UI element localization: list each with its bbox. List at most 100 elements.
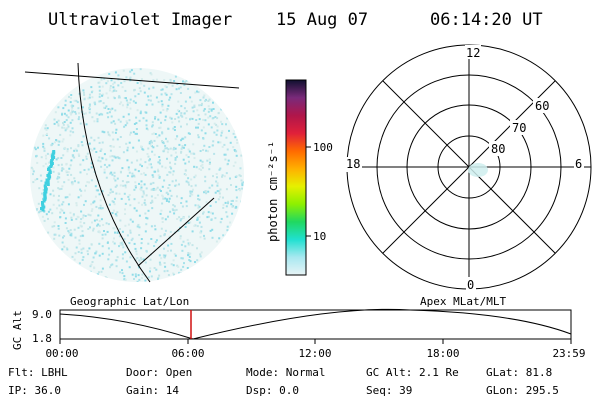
speckle-pixel — [232, 146, 235, 149]
speckle-pixel — [180, 139, 183, 142]
speckle-pixel — [209, 161, 211, 164]
speckle-pixel — [157, 174, 160, 177]
speckle-pixel — [191, 117, 194, 120]
speckle-pixel — [88, 181, 91, 184]
time-tick-label-2: 12:00 — [298, 347, 331, 360]
speckle-pixel — [98, 93, 101, 96]
speckle-pixel — [201, 163, 204, 166]
speckle-pixel — [88, 247, 91, 250]
speckle-pixel — [175, 184, 178, 187]
speckle-pixel — [165, 200, 168, 202]
speckle-pixel — [196, 247, 198, 250]
speckle-pixel — [165, 109, 168, 112]
speckle-pixel — [137, 93, 140, 95]
speckle-pixel — [96, 120, 99, 123]
speckle-pixel — [39, 210, 42, 213]
speckle-pixel — [203, 108, 206, 111]
speckle-pixel — [229, 177, 231, 180]
speckle-pixel — [126, 149, 129, 152]
speckle-pixel — [140, 183, 143, 186]
speckle-pixel — [114, 71, 117, 74]
speckle-pixel — [125, 76, 128, 79]
speckle-pixel — [100, 78, 103, 81]
speckle-pixel — [187, 156, 190, 158]
speckle-pixel — [129, 218, 132, 221]
speckle-pixel — [145, 119, 148, 122]
speckle-pixel — [166, 173, 169, 176]
speckle-pixel — [160, 190, 162, 192]
speckle-pixel — [199, 159, 202, 162]
speckle-pixel — [66, 196, 69, 199]
speckle-pixel — [171, 180, 174, 183]
speckle-pixel — [238, 174, 241, 177]
speckle-pixel — [112, 201, 115, 204]
speckle-pixel — [165, 191, 168, 194]
mlt-label-0: 0 — [467, 278, 474, 292]
speckle-pixel — [202, 109, 205, 112]
speckle-pixel — [225, 123, 227, 126]
speckle-pixel — [93, 200, 96, 203]
speckle-pixel — [84, 215, 87, 217]
aurora-speckle — [30, 68, 244, 282]
speckle-pixel — [90, 86, 93, 89]
speckle-pixel — [92, 201, 95, 204]
speckle-pixel — [129, 107, 132, 110]
speckle-pixel — [174, 151, 177, 154]
speckle-pixel — [127, 166, 130, 169]
speckle-pixel — [203, 191, 206, 194]
speckle-pixel — [226, 225, 229, 228]
speckle-pixel — [189, 192, 192, 195]
speckle-pixel — [149, 270, 151, 273]
speckle-pixel — [84, 189, 86, 192]
speckle-pixel — [164, 265, 167, 268]
speckle-pixel — [112, 240, 115, 243]
speckle-pixel — [108, 111, 111, 114]
speckle-pixel — [79, 221, 82, 224]
speckle-pixel — [179, 86, 182, 89]
speckle-pixel — [67, 125, 70, 128]
speckle-pixel — [81, 230, 84, 233]
speckle-pixel — [124, 213, 127, 215]
speckle-pixel — [194, 174, 197, 177]
speckle-pixel — [52, 166, 55, 169]
speckle-pixel — [129, 231, 132, 234]
speckle-pixel — [101, 267, 104, 270]
speckle-pixel — [149, 267, 152, 270]
speckle-pixel — [163, 256, 166, 259]
speckle-pixel — [232, 132, 235, 135]
speckle-pixel — [53, 122, 56, 125]
speckle-pixel — [118, 95, 121, 98]
speckle-pixel — [188, 183, 190, 186]
speckle-pixel — [71, 110, 74, 113]
speckle-pixel — [181, 146, 184, 149]
speckle-pixel — [93, 101, 96, 104]
speckle-pixel — [143, 199, 146, 202]
speckle-pixel — [90, 203, 93, 206]
speckle-pixel — [209, 204, 212, 207]
speckle-pixel — [87, 213, 90, 216]
speckle-pixel — [104, 233, 107, 236]
speckle-pixel — [172, 204, 175, 206]
speckle-pixel — [187, 181, 190, 184]
speckle-pixel — [180, 114, 182, 117]
speckle-pixel — [101, 85, 104, 88]
speckle-pixel — [168, 184, 171, 186]
speckle-pixel — [182, 216, 185, 219]
speckle-pixel — [184, 81, 187, 83]
speckle-pixel — [128, 266, 131, 269]
speckle-pixel — [113, 177, 116, 180]
speckle-pixel — [58, 140, 61, 143]
speckle-pixel — [108, 73, 111, 75]
speckle-pixel — [152, 146, 155, 149]
speckle-pixel — [88, 108, 91, 111]
speckle-pixel — [44, 154, 47, 157]
speckle-pixel — [81, 258, 84, 261]
speckle-pixel — [135, 253, 138, 256]
speckle-pixel — [139, 163, 142, 166]
speckle-pixel — [98, 254, 101, 257]
speckle-pixel — [235, 196, 238, 199]
speckle-pixel — [64, 217, 67, 220]
speckle-pixel — [176, 264, 179, 267]
speckle-pixel — [77, 251, 80, 253]
speckle-pixel — [108, 89, 111, 92]
